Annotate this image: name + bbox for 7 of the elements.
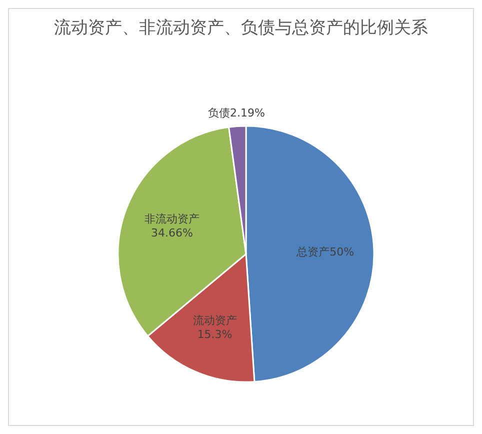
slice-label: 总资产50% — [296, 245, 354, 258]
slice-label: 流动资产 — [192, 314, 237, 327]
slice-label: 非流动资产 — [144, 212, 200, 226]
chart-title: 流动资产、非流动资产、负债与总资产的比例关系 — [53, 17, 429, 39]
data-label: 34.66% — [151, 226, 193, 240]
data-label: 15.3% — [197, 328, 232, 341]
slice-label: 负债2.19% — [208, 106, 265, 120]
